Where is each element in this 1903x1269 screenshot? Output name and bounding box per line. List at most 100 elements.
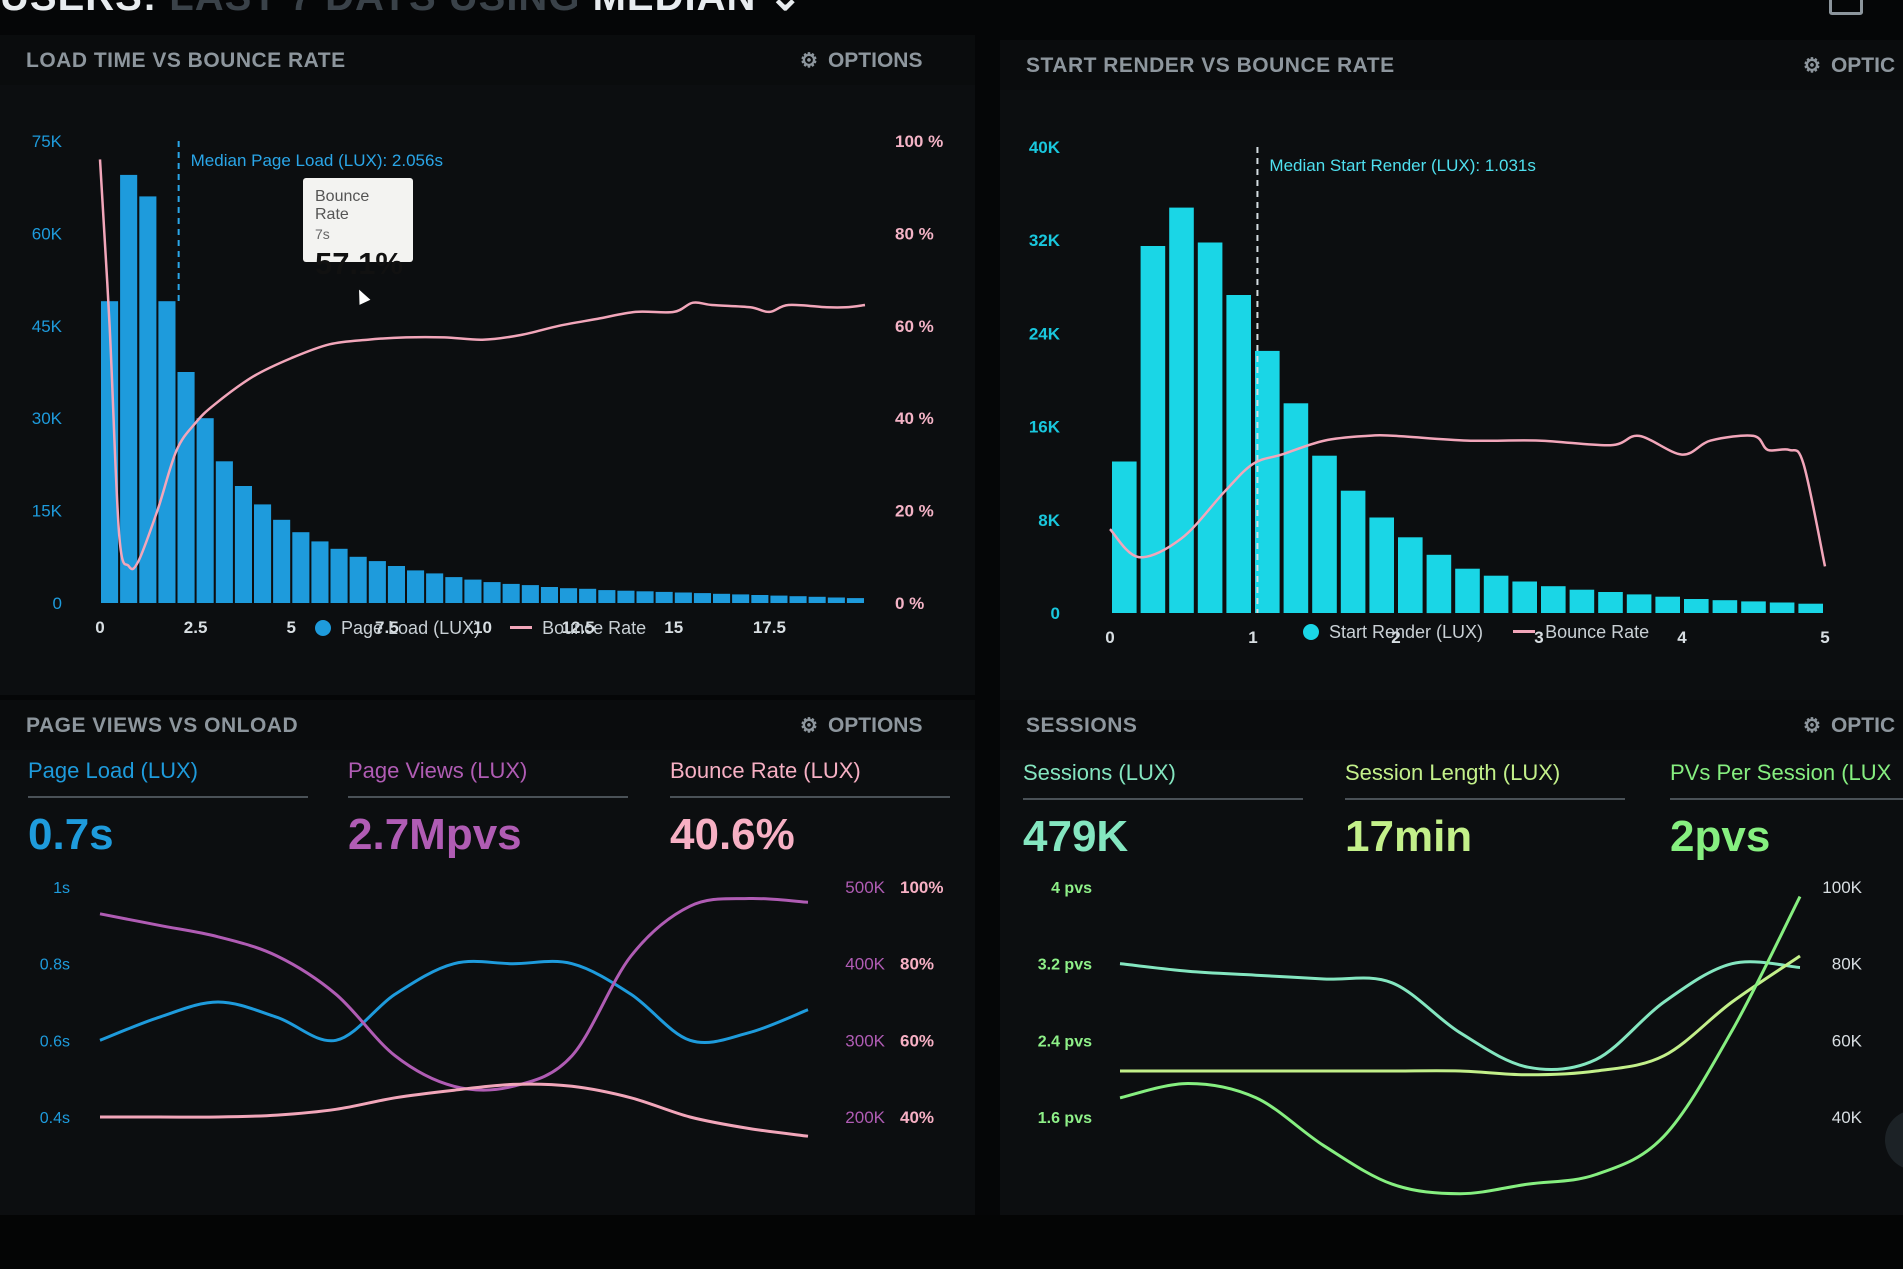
y-tick-label: 2.4 pvs: [1038, 1033, 1092, 1050]
y-tick-label: 32K: [1029, 231, 1061, 250]
series-line: [99, 1082, 809, 1138]
stat-label: Bounce Rate (LUX): [670, 758, 950, 798]
panel-title: LOAD TIME VS BOUNCE RATE: [26, 49, 346, 72]
bar: [713, 593, 731, 603]
y-tick-label: 16K: [1029, 418, 1061, 437]
series-line: [1119, 895, 1802, 1196]
chevron-down-icon[interactable]: ⌄: [768, 0, 803, 19]
bar: [579, 588, 597, 603]
y-tick-label: 4 pvs: [1051, 880, 1092, 897]
bar: [311, 541, 329, 603]
y-mid-tick-label: 400K: [845, 955, 885, 974]
y2-tick-label: 60 %: [895, 317, 934, 336]
bar: [407, 570, 425, 603]
options-button[interactable]: ⚙ OPTIONS: [800, 713, 922, 738]
y2-tick-label: 60K: [1832, 1031, 1863, 1050]
sessions-chart: 1.6 pvs 2.4 pvs 3.2 pvs 4 pvs 40K 60K 80K 100K: [1038, 878, 1863, 1196]
bar: [330, 548, 348, 603]
legend-dot-icon: [315, 620, 331, 636]
bar: [770, 595, 788, 603]
legend-line[interactable]: Bounce Rate: [542, 618, 647, 638]
bar: [120, 174, 138, 603]
stat-label: Session Length (LUX): [1345, 760, 1625, 800]
stat-value: 2pvs: [1670, 812, 1771, 861]
stat-sessions[interactable]: Sessions (LUX) 479K: [1023, 760, 1303, 862]
start-render-chart: 0 8K 16K 24K 32K 40K 0 1 2 3 4 5 Median Start Render…: [1029, 138, 1830, 647]
bar: [1769, 602, 1795, 613]
legend-line[interactable]: Bounce Rate: [1545, 622, 1650, 642]
stat-label: Page Views (LUX): [348, 758, 628, 798]
bar: [827, 597, 845, 603]
options-label: OPTIONS: [827, 49, 923, 72]
bar: [445, 577, 463, 603]
monitor-icon[interactable]: [1829, 0, 1863, 15]
x-tick-label: 12.5: [562, 618, 595, 637]
bar: [1398, 537, 1423, 613]
bar: [1169, 207, 1194, 613]
bar: [215, 461, 233, 603]
stat-bounce-rate[interactable]: Bounce Rate (LUX) 40.6%: [670, 758, 950, 860]
bar: [464, 579, 482, 603]
stat-pvs-per-session[interactable]: PVs Per Session (LUX 2pvs: [1670, 760, 1903, 862]
bar: [101, 301, 119, 603]
y-mid-tick-label: 300K: [845, 1031, 885, 1050]
panel-title: SESSIONS: [1026, 714, 1138, 737]
dashboard-title[interactable]: USERS: LAST 7 DAYS USING MEDIAN ⌄: [0, 0, 803, 20]
y-tick-label: 15K: [32, 502, 63, 521]
bar: [808, 596, 826, 603]
stat-session-length[interactable]: Session Length (LUX) 17min: [1345, 760, 1625, 862]
bar: [846, 598, 864, 603]
y-tick-label: 60K: [32, 224, 63, 243]
panel-header: SESSIONS ⚙ OPTIC: [1000, 700, 1903, 750]
bar: [158, 301, 176, 603]
x-tick-label: 3: [1534, 628, 1543, 647]
bar: [1312, 455, 1337, 613]
stat-value: 0.7s: [28, 810, 114, 859]
x-tick-label: 0: [1105, 628, 1114, 647]
bar: [349, 556, 367, 603]
options-button[interactable]: ⚙ OPTIONS: [800, 48, 922, 73]
legend-dot-icon: [1303, 624, 1319, 640]
stat-page-views[interactable]: Page Views (LUX) 2.7Mpvs: [348, 758, 628, 860]
options-button[interactable]: ⚙ OPTIC: [1803, 713, 1895, 738]
bar: [1569, 589, 1595, 613]
x-tick-label: 10: [473, 618, 492, 637]
options-button[interactable]: ⚙ OPTIC: [1803, 53, 1895, 78]
bar: [1426, 554, 1452, 614]
tooltip-label: Bounce Rate: [315, 188, 370, 223]
bar: [1340, 490, 1366, 613]
stat-page-load[interactable]: Page Load (LUX) 0.7s: [28, 758, 308, 860]
bar: [693, 593, 711, 603]
median-label: Median Start Render (LUX): 1.031s: [1269, 156, 1535, 175]
start-render-panel: START RENDER VS BOUNCE RATE ⚙ OPTIC 0 8K 16…: [1000, 40, 1903, 700]
bar: [1655, 596, 1680, 613]
start-render-legend: Start Render (LUX) Bounce Rate: [1303, 622, 1649, 643]
panel-header: LOAD TIME VS BOUNCE RATE ⚙ OPTIONS: [0, 35, 975, 85]
legend-bars[interactable]: Page Load (LUX): [341, 618, 481, 638]
x-tick-label: 5: [287, 618, 296, 637]
legend-bars[interactable]: Start Render (LUX): [1329, 622, 1484, 642]
bar: [732, 594, 750, 603]
bar: [598, 590, 616, 603]
y2-tick-label: 100%: [900, 878, 943, 897]
y2-tick-label: 80 %: [895, 224, 934, 243]
y-tick-label: 3.2 pvs: [1038, 957, 1092, 974]
bar: [502, 583, 520, 603]
page-views-chart: 0.4s 0.6s 0.8s 1s 200K 300K 400K 500K 40% 60% 80% 1…: [40, 878, 943, 1138]
y2-tick-label: 80%: [900, 955, 934, 974]
x-tick-label: 2: [1391, 628, 1400, 647]
bar: [674, 592, 692, 603]
scroll-button[interactable]: [1885, 1110, 1903, 1170]
bar: [426, 573, 444, 603]
bar: [789, 596, 807, 603]
bar: [1684, 599, 1709, 613]
title-users: USERS:: [0, 0, 157, 19]
bar: [560, 588, 578, 603]
bar: [1197, 242, 1223, 613]
series-line: [1120, 954, 1801, 1077]
y-tick-label: 0.6s: [40, 1033, 70, 1050]
y-tick-label: 45K: [32, 317, 63, 336]
bar: [273, 519, 291, 603]
bar: [483, 582, 501, 603]
stat-value: 17min: [1345, 812, 1473, 861]
